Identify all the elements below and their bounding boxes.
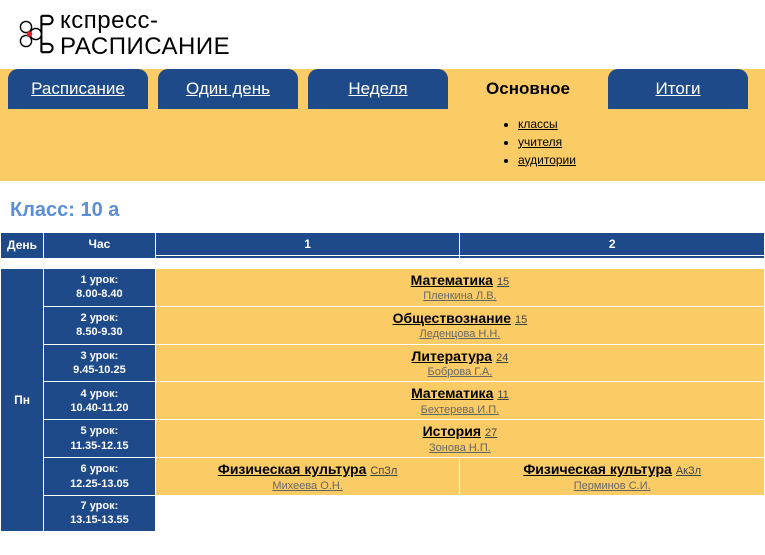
- tab-Итоги[interactable]: Итоги: [608, 69, 748, 109]
- header-row-1: День Час 1 2: [1, 232, 765, 255]
- lesson-cell: [460, 496, 765, 532]
- teacher-link[interactable]: Перминов С.И.: [464, 479, 760, 493]
- lesson-cell: Математика 11 Бехтерева И.П.: [155, 382, 764, 420]
- table-row: 7 урок:13.15-13.55: [1, 496, 765, 532]
- subject-link[interactable]: Физическая культура: [523, 461, 672, 477]
- time-cell: 4 урок:10.40-11.20: [44, 382, 156, 420]
- subject-link[interactable]: Обществознание: [393, 310, 511, 326]
- time-cell: 7 урок:13.15-13.55: [44, 496, 156, 532]
- table-row: 4 урок:10.40-11.20 Математика 11 Бехтерева …: [1, 382, 765, 420]
- subject-link[interactable]: История: [423, 423, 481, 439]
- teacher-link[interactable]: Зонова Н.П.: [160, 441, 760, 455]
- room-link[interactable]: 11: [497, 389, 508, 401]
- day-cell: Пн: [1, 268, 44, 531]
- logo-icon: [12, 13, 54, 55]
- subnav-учителя[interactable]: учителя: [518, 135, 562, 149]
- logo-line1: кспресс-: [60, 8, 230, 34]
- room-link[interactable]: 24: [496, 352, 508, 364]
- class-title: Класс: 10 а: [0, 181, 765, 232]
- teacher-link[interactable]: Михеева О.Н.: [160, 479, 456, 493]
- lesson-cell: Физическая культураСпЗл Михеева О.Н.: [155, 458, 460, 496]
- room-link[interactable]: 27: [485, 427, 497, 439]
- lesson-cell: Физическая культура АкЗл Перминов С.И.: [460, 458, 765, 496]
- tab-Неделя[interactable]: Неделя: [308, 69, 448, 109]
- subnav-классы[interactable]: классы: [518, 117, 558, 131]
- subnav: классы учителя аудитории: [500, 109, 765, 181]
- tab-Расписание[interactable]: Расписание: [8, 69, 148, 109]
- col-day: День: [1, 232, 44, 258]
- table-row: 2 урок:8.50-9.30 Обществознание 15Леденцов…: [1, 306, 765, 344]
- table-row: 6 урок:12.25-13.05Физическая культураСпЗ…: [1, 458, 765, 496]
- logo-area: кспресс- РАСПИСАНИЕ: [0, 0, 765, 69]
- teacher-link[interactable]: Леденцова Н.Н.: [160, 327, 760, 341]
- subject-link[interactable]: Физическая культура: [218, 461, 367, 477]
- subnav-аудитории[interactable]: аудитории: [518, 153, 576, 167]
- table-row: 5 урок:11.35-12.15 История 27 Зонова Н.П.: [1, 420, 765, 458]
- time-cell: 3 урок:9.45-10.25: [44, 344, 156, 382]
- subject-link[interactable]: Математика: [411, 272, 493, 288]
- logo-line2: РАСПИСАНИЕ: [60, 34, 230, 60]
- subject-link[interactable]: Математика: [411, 385, 493, 401]
- time-cell: 2 урок:8.50-9.30: [44, 306, 156, 344]
- time-cell: 5 урок:11.35-12.15: [44, 420, 156, 458]
- col-group-1: 1: [155, 232, 460, 255]
- subject-link[interactable]: Литература: [412, 348, 493, 364]
- table-row: Пн1 урок:8.00-8.40Математика15Пленкина Л…: [1, 268, 765, 306]
- teacher-link[interactable]: Пленкина Л.В.: [160, 289, 760, 303]
- spacer-row: [1, 258, 765, 268]
- col-time: Час: [44, 232, 156, 258]
- room-link[interactable]: 15: [515, 314, 527, 326]
- logo-text: кспресс- РАСПИСАНИЕ: [60, 8, 230, 61]
- schedule-table: День Час 1 2 Пн1 урок:8.00-8.40Математик…: [0, 232, 765, 532]
- room-link[interactable]: АкЗл: [676, 465, 701, 477]
- teacher-link[interactable]: Боброва Г.А.: [160, 365, 760, 379]
- lesson-cell: Математика 15Пленкина Л.В.: [155, 268, 764, 306]
- room-link[interactable]: 15: [497, 276, 509, 288]
- tab-Основное[interactable]: Основное: [458, 69, 598, 109]
- time-cell: 6 урок:12.25-13.05: [44, 458, 156, 496]
- teacher-link[interactable]: Бехтерева И.П.: [160, 403, 760, 417]
- col-group-2: 2: [460, 232, 765, 255]
- table-row: 3 урок:9.45-10.25Литература24Боброва Г.А…: [1, 344, 765, 382]
- tab-Один день[interactable]: Один день: [158, 69, 298, 109]
- lesson-cell: [155, 496, 460, 532]
- nav-bar: РасписаниеОдин деньНеделяОсновноеИтоги к…: [0, 69, 765, 181]
- lesson-cell: История 27 Зонова Н.П.: [155, 420, 764, 458]
- room-link[interactable]: СпЗл: [370, 465, 397, 477]
- lesson-cell: Обществознание 15Леденцова Н.Н.: [155, 306, 764, 344]
- time-cell: 1 урок:8.00-8.40: [44, 268, 156, 306]
- lesson-cell: Литература24Боброва Г.А.: [155, 344, 764, 382]
